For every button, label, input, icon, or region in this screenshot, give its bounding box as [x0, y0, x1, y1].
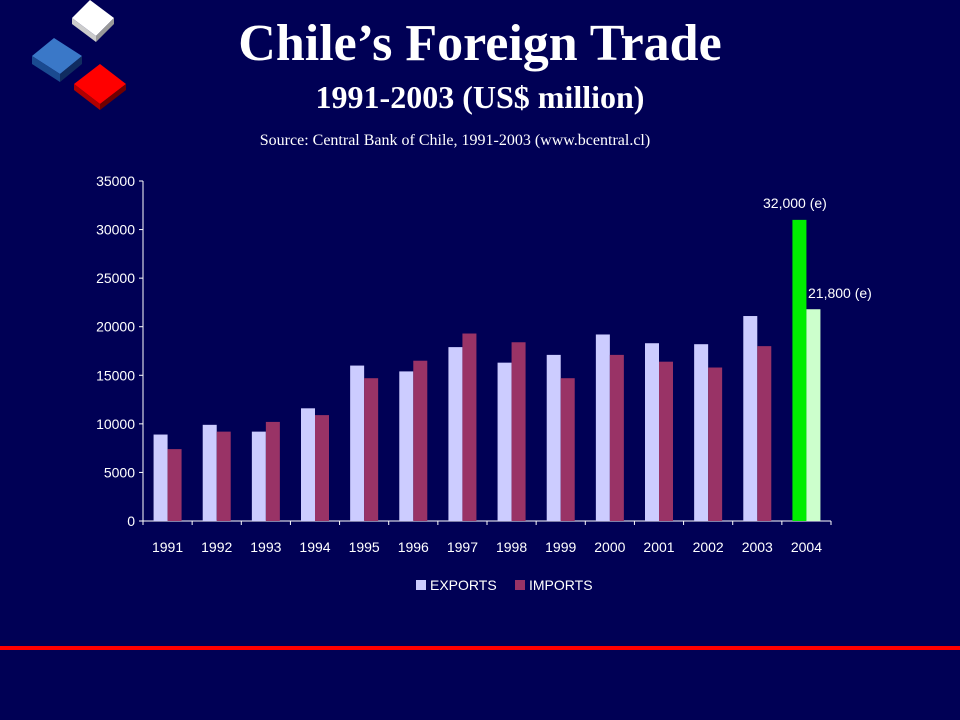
legend-label-exports: EXPORTS [430, 577, 497, 593]
x-tick-label: 1994 [299, 539, 330, 555]
x-tick-label: 1995 [349, 539, 380, 555]
y-tick-label: 15000 [96, 367, 135, 383]
source-note: Source: Central Bank of Chile, 1991-2003… [259, 132, 651, 149]
blue-cube-icon [32, 38, 82, 82]
exports-bar-1998 [497, 362, 512, 521]
imports-bar-1991 [167, 449, 182, 521]
red-cube-icon [74, 64, 126, 110]
y-tick-label: 20000 [96, 319, 135, 335]
y-tick-label: 25000 [96, 270, 135, 286]
exports-bar-1994 [301, 408, 315, 521]
slide-subtitle: 1991-2003 (US$ million) [315, 79, 645, 115]
y-tick-label: 10000 [96, 416, 135, 432]
x-tick-label: 2002 [693, 539, 724, 555]
y-tick-label: 30000 [96, 222, 135, 238]
exports-bar-1996 [399, 371, 414, 521]
legend-swatch-imports [515, 580, 525, 590]
legend-label-imports: IMPORTS [529, 577, 593, 593]
imports-bar-1995 [364, 378, 379, 521]
imports-2004-annotation: 21,800 (e) [808, 285, 872, 301]
imports-bar-1993 [265, 421, 280, 521]
exports-bar-1995 [350, 365, 365, 521]
x-tick-label: 2001 [643, 539, 674, 555]
exports-bar-1997 [448, 347, 463, 521]
y-tick-label: 0 [127, 513, 135, 529]
stacked-cubes-logo [32, 0, 126, 110]
imports-bar-1999 [560, 378, 575, 521]
imports-bar-2000 [609, 354, 624, 521]
imports-bar-1998 [511, 342, 526, 521]
exports-bar-1993 [251, 431, 266, 521]
x-tick-label: 1993 [250, 539, 281, 555]
x-tick-label: 2003 [742, 539, 773, 555]
x-tick-label: 1997 [447, 539, 478, 555]
exports-bar-2002 [694, 344, 709, 521]
exports-bar-1999 [546, 354, 561, 521]
imports-bar-2003 [757, 346, 772, 521]
imports-bar-1997 [462, 333, 477, 521]
x-tick-label: 2004 [791, 539, 822, 555]
imports-bar-2002 [708, 367, 723, 521]
exports-bar-2003 [743, 316, 758, 521]
x-tick-label: 1996 [398, 539, 429, 555]
x-tick-label: 2000 [594, 539, 625, 555]
white-cube-icon [72, 0, 114, 42]
imports-bar-1994 [315, 415, 329, 521]
exports-bar-2000 [595, 334, 610, 521]
x-tick-label: 1992 [201, 539, 232, 555]
x-tick-label: 1998 [496, 539, 527, 555]
y-tick-label: 35000 [96, 173, 135, 189]
exports-2004-annotation: 32,000 (e) [763, 195, 827, 211]
x-tick-label: 1991 [152, 539, 183, 555]
imports-bar-1996 [413, 360, 428, 521]
exports-bar-2004 [792, 219, 807, 521]
imports-bar-1992 [216, 431, 231, 521]
exports-bar-2001 [645, 343, 659, 521]
legend-swatch-exports [416, 580, 426, 590]
x-tick-label: 1999 [545, 539, 576, 555]
footer-divider [0, 646, 960, 650]
y-tick-label: 5000 [104, 464, 135, 480]
imports-bar-2004 [806, 309, 821, 521]
imports-bar-2001 [659, 361, 673, 521]
exports-bar-1992 [202, 424, 217, 521]
slide-title: Chile’s Foreign Trade [238, 15, 722, 72]
exports-bar-1991 [153, 434, 168, 521]
